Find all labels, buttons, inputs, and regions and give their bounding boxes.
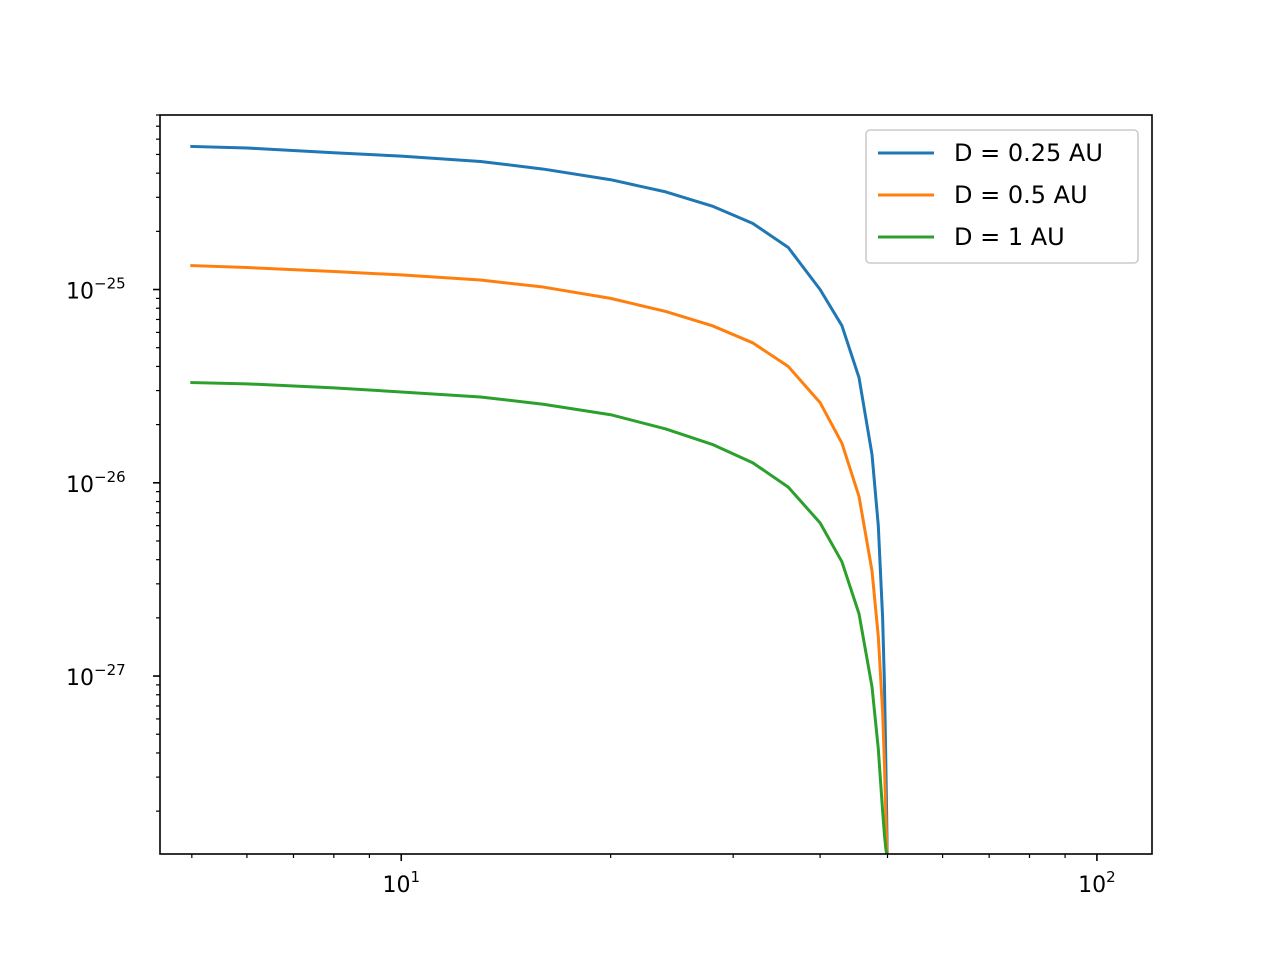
x-tick-label: 101 — [382, 868, 420, 898]
legend: D = 0.25 AU D = 0.5 AU D = 1 AU — [865, 129, 1139, 264]
x-tick-label: 102 — [1078, 868, 1116, 898]
series-line-0 — [190, 144, 889, 854]
legend-box — [865, 129, 1139, 264]
series-line-1 — [190, 264, 889, 854]
y-tick-label: 10−26 — [66, 468, 126, 498]
y-tick-label: 10−27 — [66, 661, 126, 691]
plot-frame — [159, 114, 1153, 855]
axis-ticks: 101 102 10−25 10−26 10−27 — [66, 114, 1116, 898]
series-line-2 — [190, 381, 889, 854]
legend-label-0: D = 0.25 AU — [954, 139, 1103, 167]
y-tick-label: 10−25 — [66, 275, 126, 305]
legend-label-1: D = 0.5 AU — [954, 181, 1088, 209]
series-layer — [190, 144, 889, 854]
legend-label-2: D = 1 AU — [954, 223, 1065, 251]
